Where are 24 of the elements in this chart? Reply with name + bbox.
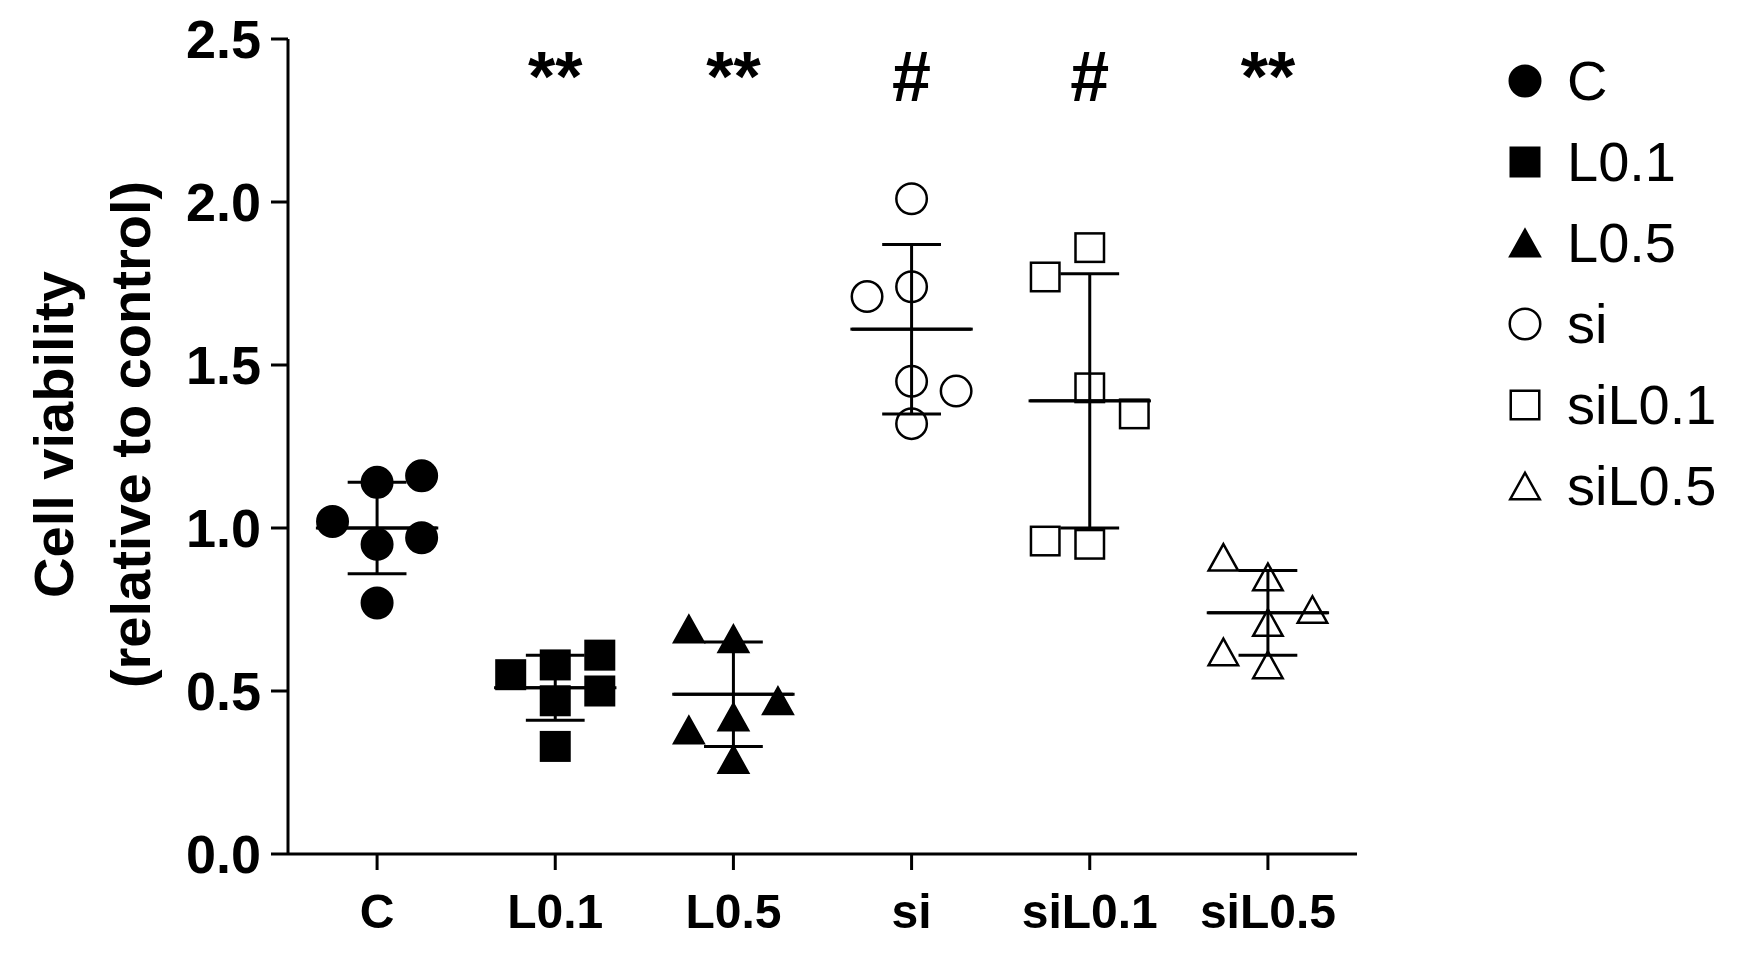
legend-label: C	[1567, 48, 1608, 112]
y-tick-label: 2.0	[185, 172, 261, 232]
x-tick-label: siL0.1	[1021, 885, 1158, 938]
annotation: #	[1070, 38, 1110, 116]
annotation: **	[528, 38, 584, 116]
annotation: **	[1240, 38, 1296, 116]
legend-label: siL0.5	[1567, 453, 1717, 517]
y-tick-label: 2.5	[185, 9, 261, 69]
x-tick-label: siL0.5	[1199, 885, 1336, 938]
legend-label: siL0.1	[1567, 372, 1717, 436]
legend-label: L0.5	[1567, 210, 1676, 274]
annotation: **	[706, 38, 762, 116]
y-tick-label: 1.0	[185, 498, 261, 558]
legend-label: L0.1	[1567, 129, 1676, 193]
y-tick-label: 0.5	[185, 661, 261, 721]
x-tick-label: L0.1	[507, 885, 604, 938]
x-tick-label: C	[359, 885, 395, 938]
annotation: #	[892, 38, 932, 116]
x-tick-label: L0.5	[685, 885, 782, 938]
y-axis-title: Cell viability (relative to control)	[21, 180, 162, 689]
legend-label: si	[1567, 291, 1608, 355]
y-tick-label: 1.5	[185, 335, 261, 395]
y-tick-label: 0.0	[185, 824, 261, 884]
x-tick-label: si	[891, 885, 932, 938]
